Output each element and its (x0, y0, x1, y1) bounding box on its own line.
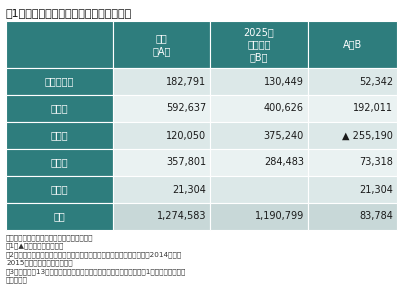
Bar (113, 122, 210, 149)
Text: 表1：地域医療構想に盛り込まれた病床数: 表1：地域医療構想に盛り込まれた病床数 (6, 8, 132, 18)
Bar (308, 68, 397, 95)
Text: A－B: A－B (343, 39, 362, 50)
Text: 注3：秋田など13県は未報告などの「その他」を計上しておらず、表1の数字にも含まれ: 注3：秋田など13県は未報告などの「その他」を計上しておらず、表1の数字にも含ま… (6, 268, 186, 274)
Bar (6, 95, 113, 122)
Bar (210, 203, 308, 230)
Text: 83,784: 83,784 (359, 211, 393, 222)
Text: 現状
（A）: 現状 （A） (152, 33, 171, 56)
Text: 400,626: 400,626 (264, 103, 304, 114)
Bar (113, 68, 210, 95)
Text: 急性期: 急性期 (51, 103, 69, 114)
Text: その他: その他 (51, 184, 69, 195)
Bar (308, 203, 397, 230)
Text: 284,483: 284,483 (264, 158, 304, 167)
Bar (210, 95, 308, 122)
Text: 120,050: 120,050 (166, 130, 206, 141)
Bar (210, 122, 308, 149)
Text: 21,304: 21,304 (359, 184, 393, 195)
Bar (6, 203, 113, 230)
Bar (113, 95, 210, 122)
Text: 130,449: 130,449 (264, 77, 304, 86)
Text: 出典：各都道府県の地域医療構想を基に作成: 出典：各都道府県の地域医療構想を基に作成 (6, 234, 93, 241)
Text: 高度急性期: 高度急性期 (45, 77, 74, 86)
Text: 182,791: 182,791 (166, 77, 206, 86)
Bar (6, 21, 113, 68)
Text: 合計: 合計 (54, 211, 65, 222)
Bar (308, 176, 397, 203)
Text: 192,011: 192,011 (353, 103, 393, 114)
Text: 592,637: 592,637 (166, 103, 206, 114)
Bar (6, 68, 113, 95)
Text: ▲ 255,190: ▲ 255,190 (342, 130, 393, 141)
Text: 73,318: 73,318 (359, 158, 393, 167)
Text: ていない。: ていない。 (6, 277, 28, 283)
Text: 1,190,799: 1,190,799 (255, 211, 304, 222)
Text: 慢性期: 慢性期 (51, 158, 69, 167)
Bar (210, 149, 308, 176)
Bar (6, 176, 113, 203)
Bar (113, 176, 210, 203)
Bar (308, 122, 397, 149)
Bar (210, 21, 308, 68)
Bar (6, 122, 113, 149)
Bar (6, 149, 113, 176)
Text: 52,342: 52,342 (359, 77, 393, 86)
Bar (113, 203, 210, 230)
Text: 回復期: 回復期 (51, 130, 69, 141)
Text: 2025年
必要病床
（B）: 2025年 必要病床 （B） (244, 27, 274, 62)
Bar (210, 68, 308, 95)
Text: 2015年度の双方が含まれる。: 2015年度の双方が含まれる。 (6, 260, 73, 266)
Text: 1,274,583: 1,274,583 (156, 211, 206, 222)
Bar (308, 149, 397, 176)
Text: 注2：「現状」は地域医療構想に盛り込まれた数字をベースとしており、2014年度と: 注2：「現状」は地域医療構想に盛り込まれた数字をベースとしており、2014年度と (6, 251, 182, 258)
Bar (308, 21, 397, 68)
Bar (113, 149, 210, 176)
Text: 注1：▲は不足を意味する。: 注1：▲は不足を意味する。 (6, 242, 64, 249)
Bar (308, 95, 397, 122)
Bar (210, 176, 308, 203)
Bar (113, 21, 210, 68)
Text: 357,801: 357,801 (166, 158, 206, 167)
Text: 21,304: 21,304 (172, 184, 206, 195)
Text: 375,240: 375,240 (264, 130, 304, 141)
